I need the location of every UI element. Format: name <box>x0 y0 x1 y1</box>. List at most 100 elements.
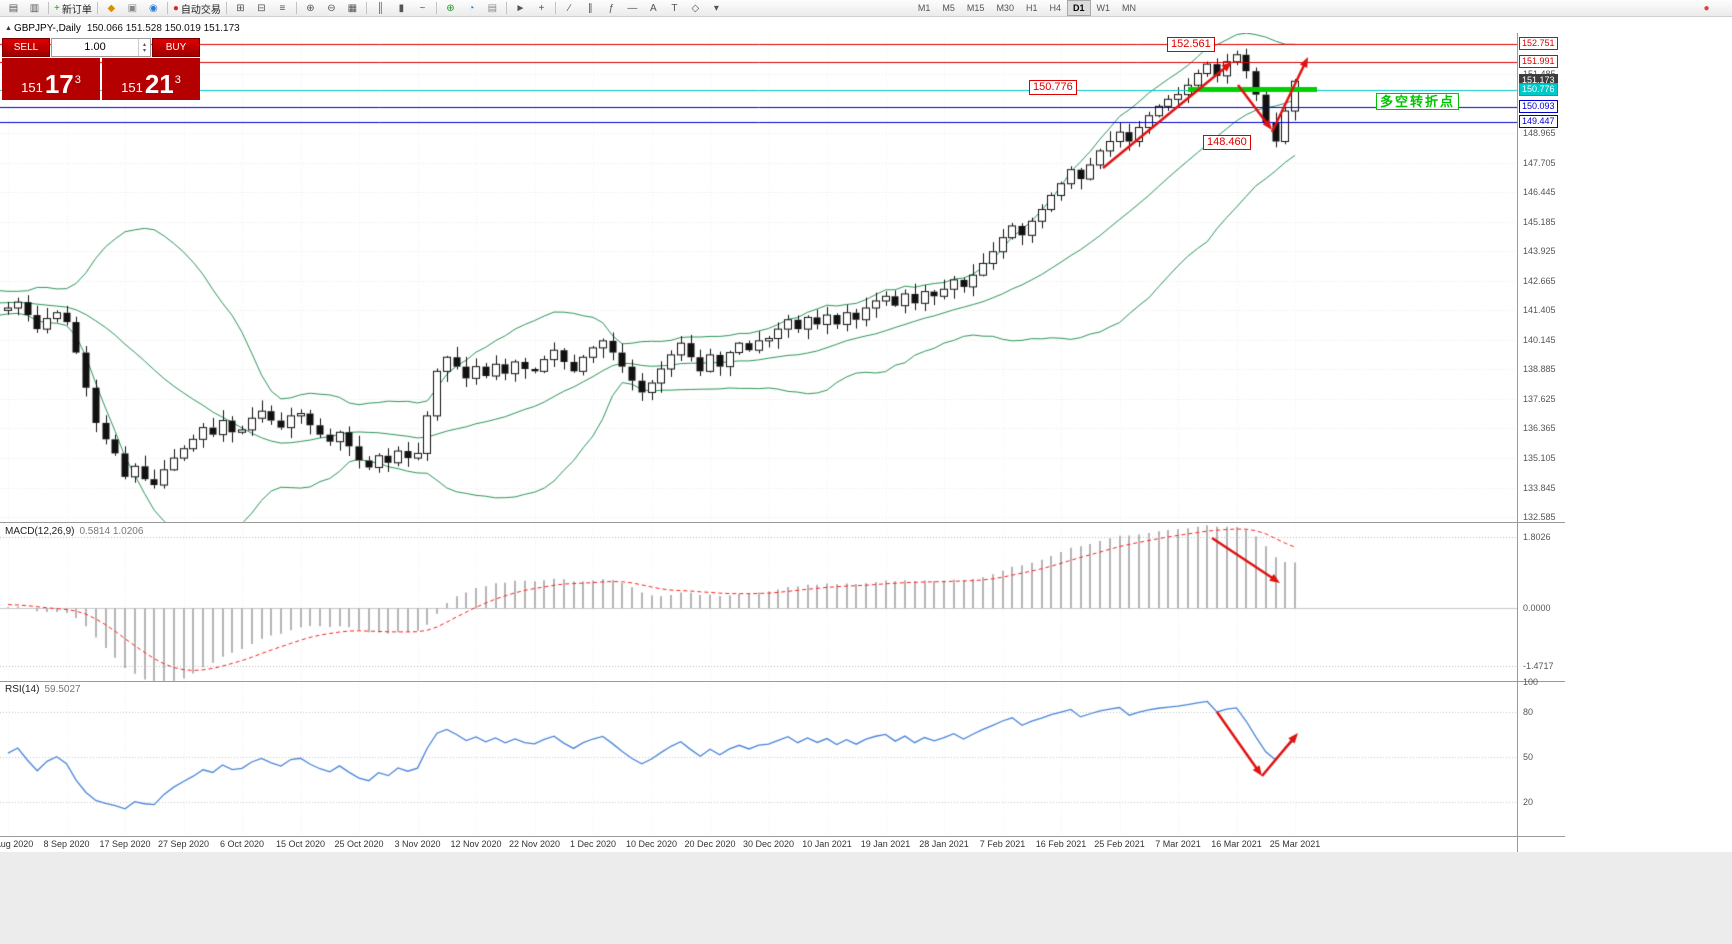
timeframe-m5[interactable]: M5 <box>942 3 955 13</box>
date-label[interactable]: 10 Dec 2020 <box>625 839 678 849</box>
price-tag[interactable]: 152.751 <box>1519 37 1558 51</box>
timeframe-h4[interactable]: H4 <box>1049 3 1061 13</box>
price-tag[interactable]: 150.776 <box>1519 83 1558 97</box>
price-annotation[interactable]: 148.460 <box>1203 135 1251 150</box>
new-order-button[interactable]: + 新订单 <box>54 2 92 16</box>
price-scale-label[interactable]: 136.365 <box>1523 423 1556 434</box>
price-scale-label[interactable]: 142.665 <box>1523 275 1556 286</box>
volume-value[interactable]: 1.00 <box>84 41 106 53</box>
sell-price[interactable]: 151 17 3 <box>2 58 100 100</box>
date-label[interactable]: 1 Dec 2020 <box>569 839 617 849</box>
volume-stepper[interactable]: ▴ ▾ <box>138 39 150 56</box>
rsi-scale-label[interactable]: 100 <box>1523 677 1539 687</box>
date-label[interactable]: 25 Oct 2020 <box>334 839 384 849</box>
price-scale-label[interactable]: 151.485 <box>1523 69 1556 79</box>
buy-button[interactable]: BUY <box>152 38 200 57</box>
channel-icon[interactable]: ∥ <box>587 2 593 14</box>
bar-chart-icon[interactable]: ║ <box>376 2 384 14</box>
zoom-out-icon[interactable]: ⊖ <box>327 2 336 14</box>
date-label[interactable]: 3 Nov 2020 <box>394 839 441 849</box>
date-label[interactable]: 30 Aug 2020 <box>0 839 34 849</box>
hline-icon[interactable]: ― <box>627 2 638 14</box>
price-scale-label[interactable]: 145.185 <box>1523 216 1556 227</box>
date-label[interactable]: 27 Sep 2020 <box>157 839 210 849</box>
volume-field[interactable]: 1.00 ▴ ▾ <box>51 38 151 57</box>
shapes-icon[interactable]: ◇ <box>691 2 700 14</box>
add-indicator-icon[interactable]: ⊕ <box>446 2 455 14</box>
price-scale-label[interactable]: 135.105 <box>1523 452 1556 463</box>
price-scale-label[interactable]: 147.705 <box>1523 157 1556 168</box>
date-label[interactable]: 17 Sep 2020 <box>99 839 151 849</box>
price-annotation[interactable]: 152.561 <box>1167 37 1215 52</box>
stepper-down-icon[interactable]: ▾ <box>142 47 146 54</box>
cursor-icon[interactable]: ► <box>515 2 526 14</box>
text-label-icon[interactable]: T <box>671 2 678 14</box>
tile-windows-icon[interactable]: ⊞ <box>236 2 245 14</box>
timeframe-h1[interactable]: H1 <box>1025 3 1038 13</box>
price-scale-label[interactable]: 140.145 <box>1523 334 1556 345</box>
date-label[interactable]: 25 Feb 2021 <box>1094 839 1145 849</box>
panel-separator[interactable] <box>0 681 1565 682</box>
profiles-icon[interactable]: ▥ <box>29 2 40 14</box>
date-label[interactable]: 15 Oct 2020 <box>275 839 326 849</box>
price-scale-label[interactable]: 141.405 <box>1523 305 1556 316</box>
price-tag[interactable]: 149.447 <box>1519 114 1558 128</box>
timeframe-m1[interactable]: M1 <box>917 3 931 13</box>
date-label[interactable]: 7 Mar 2021 <box>1155 839 1201 849</box>
period-icon[interactable]: ◔ <box>468 2 475 14</box>
new-chart-icon[interactable]: ▤ <box>8 2 19 14</box>
date-label[interactable]: 25 Mar 2021 <box>1269 839 1321 849</box>
crosshair-icon[interactable]: + <box>538 2 545 14</box>
timeframe-w1[interactable]: W1 <box>1096 3 1111 13</box>
panel-separator[interactable] <box>0 522 1565 523</box>
template-icon[interactable]: ▤ <box>487 2 498 14</box>
trendline-icon[interactable]: ∕ <box>568 2 571 14</box>
community-icon[interactable]: ● <box>1703 2 1710 14</box>
date-label[interactable]: 8 Sep 2020 <box>43 839 90 849</box>
price-scale-label[interactable]: 133.845 <box>1523 482 1556 493</box>
macd-scale-label[interactable]: -1.4717 <box>1523 660 1554 671</box>
time-axis[interactable] <box>0 837 1565 852</box>
price-scale-label[interactable]: 138.885 <box>1523 364 1556 375</box>
rsi-scale-label[interactable]: 20 <box>1523 797 1534 807</box>
text-icon[interactable]: A <box>650 2 657 14</box>
alerts-icon[interactable]: ◉ <box>148 2 158 14</box>
date-label[interactable]: 6 Oct 2020 <box>219 839 265 849</box>
date-label[interactable]: 30 Dec 2020 <box>742 839 795 849</box>
date-label[interactable]: 16 Feb 2021 <box>1035 839 1087 849</box>
date-label[interactable]: 16 Mar 2021 <box>1211 839 1262 849</box>
stepper-up-icon[interactable]: ▴ <box>142 41 146 48</box>
price-tag[interactable]: 150.093 <box>1519 99 1558 113</box>
timeframe-m15[interactable]: M15 <box>966 3 985 13</box>
date-label[interactable]: 28 Jan 2021 <box>919 839 969 849</box>
shapes-dropdown-icon[interactable]: ▾ <box>713 2 719 14</box>
date-label[interactable]: 12 Nov 2020 <box>450 839 502 849</box>
price-scale-label[interactable]: 148.965 <box>1523 127 1556 138</box>
price-annotation[interactable]: 150.776 <box>1029 80 1077 95</box>
macd-scale-label[interactable]: 0.0000 <box>1523 603 1551 613</box>
fibonacci-icon[interactable]: ƒ <box>608 2 615 14</box>
sell-button[interactable]: SELL <box>2 38 50 57</box>
rsi-scale-label[interactable]: 50 <box>1523 752 1534 762</box>
date-label[interactable]: 22 Nov 2020 <box>508 839 561 849</box>
macd-scale-label[interactable]: 1.8026 <box>1523 531 1551 542</box>
timeframe-mn[interactable]: MN <box>1122 3 1136 13</box>
timeframe-m30[interactable]: M30 <box>996 3 1014 13</box>
buy-price[interactable]: 151 21 3 <box>102 58 200 100</box>
arrange-windows-icon[interactable]: ≡ <box>279 2 286 14</box>
date-label[interactable]: 20 Dec 2020 <box>684 839 736 849</box>
auto-trading-button[interactable]: ● 自动交易 <box>172 2 221 16</box>
price-scale-label[interactable]: 132.585 <box>1523 512 1556 523</box>
zoom-in-icon[interactable]: ⊕ <box>306 2 315 14</box>
rsi-scale-label[interactable]: 80 <box>1523 707 1534 717</box>
cascade-windows-icon[interactable]: ⊟ <box>257 2 266 14</box>
price-scale-label[interactable]: 146.445 <box>1523 187 1556 198</box>
price-scale-label[interactable]: 137.625 <box>1523 393 1556 404</box>
turning-point-annotation[interactable]: 多空转折点 <box>1376 93 1460 110</box>
chart-canvas[interactable] <box>0 33 1517 836</box>
line-chart-icon[interactable]: ~ <box>419 2 426 14</box>
market-icon[interactable]: ▣ <box>127 2 138 14</box>
price-tag[interactable]: 151.991 <box>1519 55 1558 68</box>
date-label[interactable]: 19 Jan 2021 <box>860 839 911 849</box>
grid-icon[interactable]: ▦ <box>347 2 358 14</box>
